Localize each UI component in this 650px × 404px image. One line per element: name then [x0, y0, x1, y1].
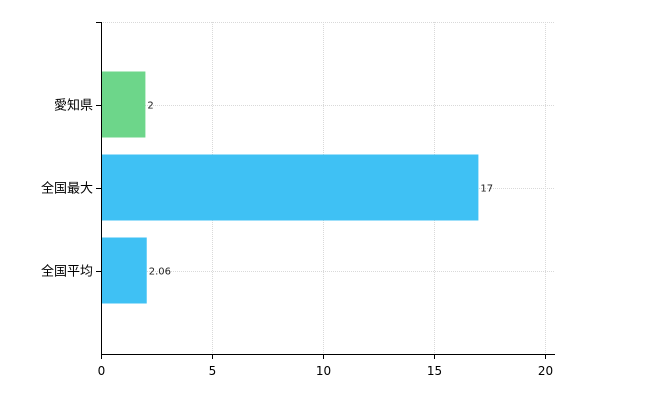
bar	[101, 71, 146, 138]
x-tick-label: 15	[427, 364, 442, 378]
y-tick-label: 全国最大	[41, 181, 93, 197]
bar	[101, 154, 479, 221]
data-label: 17	[480, 184, 493, 195]
x-tick-label: 20	[538, 364, 553, 378]
bars	[101, 71, 479, 304]
data-label: 2.06	[149, 267, 171, 278]
x-tick-label: 0	[98, 364, 106, 378]
x-tick-label: 5	[209, 364, 217, 378]
data-label: 2	[147, 101, 153, 112]
x-tick-label: 10	[316, 364, 331, 378]
y-tick-label: 愛知県	[54, 98, 93, 114]
y-tick-label: 全国平均	[41, 264, 93, 280]
bar	[101, 237, 147, 304]
axes	[96, 22, 555, 359]
